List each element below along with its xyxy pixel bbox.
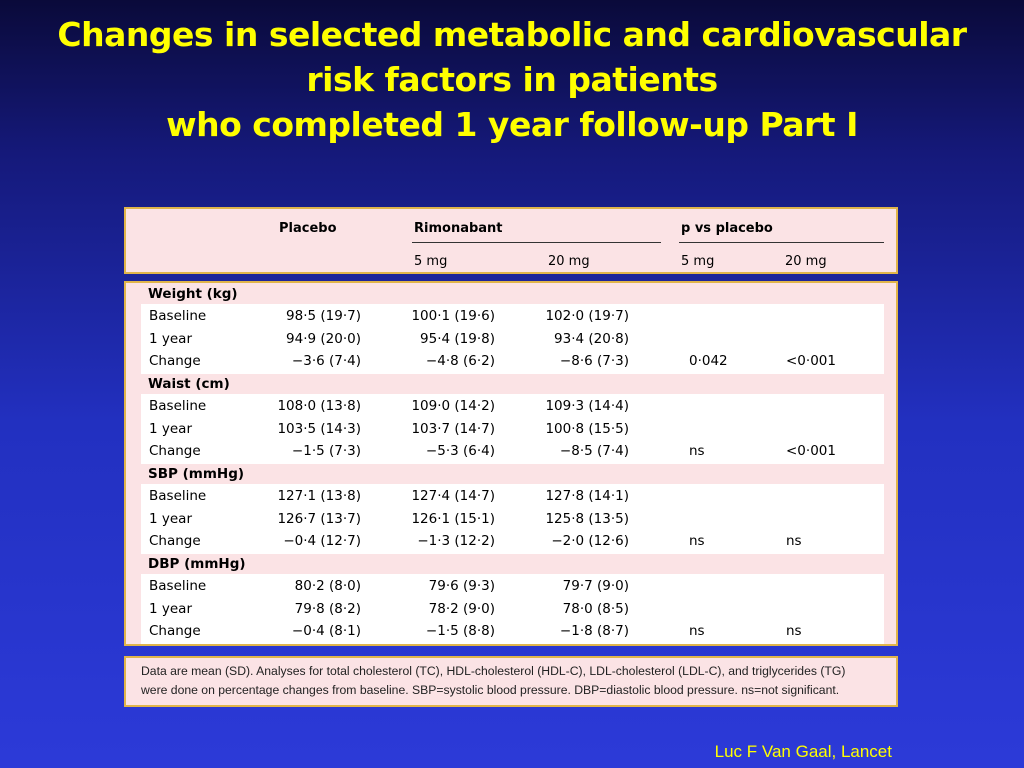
p-value-20mg: <0·001 [786,443,836,459]
rimonabant-20mg-value: 127·8 (14·1) [545,488,629,504]
rimonabant-5mg-value: 95·4 (19·8) [420,330,495,347]
rimonabant-5mg-value: 126·1 (15·1) [411,510,495,527]
rimonabant-5mg-value: 103·7 (14·7) [411,420,495,437]
p-value-20mg: ns [786,623,802,639]
footnote-line-2: were done on percentage changes from bas… [141,683,840,697]
rimonabant-5mg-value: −1·3 (12·2) [417,533,495,549]
rimonabant-5mg-value: 127·4 (14·7) [411,488,495,504]
slide-title-line-1: Changes in selected metabolic and cardio… [57,15,967,54]
placebo-value: −0·4 (12·7) [283,533,361,549]
p-value-20mg: <0·001 [786,353,836,369]
group-rows-background [141,304,884,374]
rimonabant-20mg-value: 109·3 (14·4) [545,398,629,414]
rimonabant-20mg-value: 125·8 (13·5) [545,510,629,527]
rimonabant-5mg-value: −4·8 (6·2) [425,353,495,369]
placebo-value: 108·0 (13·8) [277,398,361,414]
header-p-20mg: 20 mg [785,254,827,269]
placebo-value: 126·7 (13·7) [277,510,361,527]
rimonabant-5mg-value: 109·0 (14·2) [411,398,495,414]
rimonabant-5mg-value: 100·1 (19·6) [411,308,495,324]
citation: Luc F Van Gaal, Lancet [714,742,892,761]
group-header: DBP (mmHg) [148,556,246,572]
rimonabant-20mg-value: 78·0 (8·5) [562,600,629,617]
rimonabant-20mg-value: −2·0 (12·6) [551,533,629,549]
placebo-value: 94·9 (20·0) [286,330,361,347]
placebo-value: 79·8 (8·2) [294,600,361,617]
rimonabant-5mg-value: −5·3 (6·4) [425,443,495,459]
p-value-5mg: 0·042 [689,353,728,369]
header-rim-5mg: 5 mg [414,254,448,269]
rimonabant-5mg-value: −1·5 (8·8) [425,623,495,639]
row-label: Change [149,443,201,459]
rimonabant-20mg-value: −8·5 (7·4) [559,443,629,459]
group-header: SBP (mmHg) [148,466,245,482]
row-label: 1 year [149,600,192,617]
placebo-value: 98·5 (19·7) [286,308,361,324]
row-label: Change [149,533,201,549]
group-header: Weight (kg) [148,286,238,302]
row-label: Baseline [149,308,207,324]
row-label: Change [149,353,201,369]
p-value-20mg: ns [786,533,802,549]
table-header-box [124,207,898,274]
p-header-rule [679,242,884,243]
row-label: 1 year [149,510,192,527]
placebo-value: −0·4 (8·1) [291,623,361,639]
p-value-5mg: ns [689,623,705,639]
header-rim-20mg: 20 mg [548,254,590,269]
group-rows-background [141,484,884,554]
group-header: Waist (cm) [148,376,230,392]
p-value-5mg: ns [689,443,705,459]
table-note-box [124,656,898,707]
p-value-5mg: ns [689,533,705,549]
rimonabant-header-rule [412,242,661,243]
rimonabant-20mg-value: −1·8 (8·7) [559,623,629,639]
placebo-value: −3·6 (7·4) [291,353,361,369]
row-label: 1 year [149,420,192,437]
header-p-vs-placebo: p vs placebo [681,221,773,236]
table-footnote: Data are mean (SD). Analyses for total c… [141,662,891,700]
slide-title: Changes in selected metabolic and cardio… [0,12,1024,147]
row-label: 1 year [149,330,192,347]
rimonabant-5mg-value: 78·2 (9·0) [428,600,495,617]
row-label: Baseline [149,488,207,504]
header-p-vs-placebo-text: p vs placebo [681,221,773,236]
placebo-value: −1·5 (7·3) [291,443,361,459]
slide-title-line-2: risk factors in patients [306,60,718,99]
row-label: Change [149,623,201,639]
group-rows-background [141,574,884,644]
rimonabant-20mg-value: 100·8 (15·5) [545,420,629,437]
rimonabant-20mg-value: 93·4 (20·8) [554,330,629,347]
header-rimonabant: Rimonabant [414,221,503,236]
footnote-line-1: Data are mean (SD). Analyses for total c… [141,664,846,678]
rimonabant-5mg-value: 79·6 (9·3) [428,578,495,594]
placebo-value: 127·1 (13·8) [277,488,361,504]
row-label: Baseline [149,398,207,414]
header-placebo: Placebo [279,221,337,236]
rimonabant-20mg-value: 102·0 (19·7) [545,308,629,324]
placebo-value: 80·2 (8·0) [294,578,361,594]
rimonabant-20mg-value: 79·7 (9·0) [562,578,629,594]
group-rows-background [141,394,884,464]
placebo-value: 103·5 (14·3) [277,420,361,437]
slide-title-line-3: who completed 1 year follow-up Part I [166,105,858,144]
rimonabant-20mg-value: −8·6 (7·3) [559,353,629,369]
row-label: Baseline [149,578,207,594]
header-p-5mg: 5 mg [681,254,715,269]
